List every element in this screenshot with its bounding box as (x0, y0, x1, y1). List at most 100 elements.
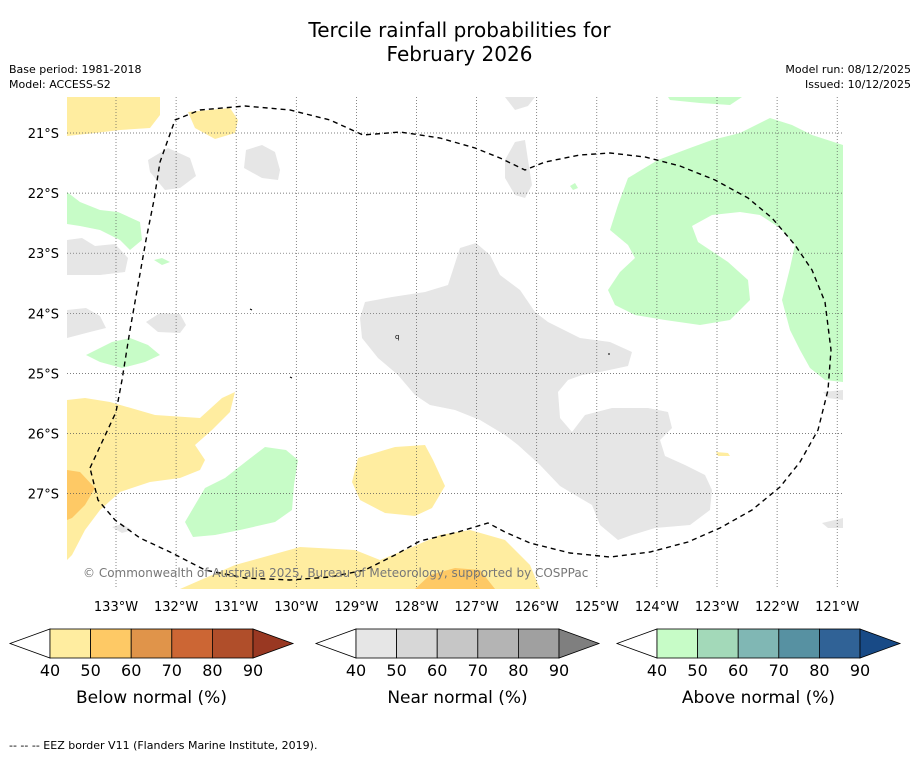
lon-label: 130°W (274, 600, 318, 615)
lon-label: 124°W (635, 600, 679, 615)
colorbar-tick-label: 70 (468, 661, 488, 680)
colorbar-segment (737, 628, 780, 659)
colorbar-segment (211, 628, 254, 659)
lon-label: 125°W (575, 600, 619, 615)
below-region-north (188, 108, 238, 139)
near-region-a (148, 148, 196, 190)
colorbar-tick-label: 60 (121, 661, 141, 680)
base-period-text: Base period: 1981-2018 (9, 63, 142, 76)
colorbar-segment (436, 628, 479, 659)
above-region-south (185, 447, 298, 537)
colorbar-segment (49, 628, 91, 659)
near-region-d (67, 308, 106, 338)
copyright-text: © Commonwealth of Australia 2025, Bureau… (83, 566, 588, 580)
near-region-g (505, 140, 532, 198)
lon-label: 131°W (214, 600, 258, 615)
lat-label: 21°S (28, 127, 59, 142)
map-title: Tercile rainfall probabilities for Febru… (0, 18, 919, 66)
lat-label: 26°S (28, 428, 59, 443)
colorbar-1: 40 50 60 70 80 90 Below normal (%) (8, 628, 295, 708)
latitude-labels: 21°S 22°S 23°S 24°S 25°S 26°S 27°S (28, 127, 59, 503)
lat-label: 27°S (28, 488, 59, 503)
colorbar-3: 40 50 60 70 80 90 Above normal (%) (615, 628, 902, 708)
colorbar-segment (819, 628, 861, 659)
colorbar-over-arrow (859, 628, 902, 659)
above-region-northeast (668, 97, 742, 105)
near-normal-regions (67, 97, 843, 540)
colorbar-segment (518, 628, 560, 659)
above-normal-regions (67, 97, 843, 537)
lon-label: 128°W (394, 600, 438, 615)
lon-label: 133°W (94, 600, 138, 615)
longitude-labels: 133°W 132°W 131°W 130°W 129°W 128°W 127°W 126°W… (94, 600, 860, 615)
colorbar-tick-label: 90 (850, 661, 870, 680)
colorbar-2: 40 50 60 70 80 90 Near normal (%) (314, 628, 601, 708)
colorbar-segment (778, 628, 820, 659)
colorbar-tick-label: 80 (508, 661, 528, 680)
lon-label: 123°W (695, 600, 739, 615)
colorbar-segment (396, 628, 438, 659)
above-region-dot (154, 258, 170, 265)
eez-border-line (89, 105, 832, 581)
below-region-northwest (67, 97, 160, 136)
colorbar-tick-label: 90 (549, 661, 569, 680)
issued-text: Issued: 10/12/2025 (804, 78, 911, 91)
colorbar-tick-label: 50 (687, 661, 707, 680)
near-region-j (112, 524, 132, 533)
lon-label: 121°W (815, 600, 859, 615)
eez-footnote: -- -- -- EEZ border V11 (Flanders Marine… (9, 739, 318, 752)
map-tiny-label: q (395, 333, 399, 341)
colorbar-tick-label: 50 (80, 661, 100, 680)
map-title-line2: February 2026 (386, 42, 533, 66)
colorbar-segment (477, 628, 519, 659)
lat-label: 22°S (28, 187, 59, 202)
colorbar-under-arrow (314, 628, 357, 659)
lon-label: 127°W (455, 600, 499, 615)
above-region-diamond (86, 338, 160, 368)
lat-label: 25°S (28, 367, 59, 382)
below-region-speck (716, 452, 730, 456)
lon-label: 129°W (334, 600, 378, 615)
lat-label: 24°S (28, 307, 59, 322)
below-normal-50-regions (67, 470, 495, 589)
colorbar-segment (697, 628, 739, 659)
below50-region-south (415, 568, 495, 589)
colorbar-segment (355, 628, 397, 659)
near-region-i (822, 518, 843, 528)
below50-region-west (67, 470, 95, 520)
model-text: Model: ACCESS-S2 (9, 78, 111, 91)
map-tiny-mark-1 (249, 308, 253, 311)
colorbar-title: Above normal (%) (682, 688, 835, 708)
above-region-east (608, 118, 843, 382)
below-region-southwest (67, 392, 235, 560)
map-gridlines (67, 97, 843, 589)
colorbar-tick-label: 80 (809, 661, 829, 680)
lon-label: 122°W (755, 600, 799, 615)
lon-label: 132°W (154, 600, 198, 615)
colorbar-tick-label: 40 (647, 661, 667, 680)
colorbar-segment (90, 628, 132, 659)
near-region-main (360, 243, 712, 540)
model-run-text: Model run: 08/12/2025 (785, 63, 911, 76)
lat-label: 23°S (28, 247, 59, 262)
near-region-h (823, 390, 843, 400)
colorbar-title: Below normal (%) (76, 688, 227, 708)
above-region-west (67, 192, 142, 250)
colorbar-tick-label: 50 (386, 661, 406, 680)
near-region-e (146, 313, 186, 333)
above-region-speck (570, 183, 578, 190)
colorbars: 40 50 60 70 80 90 Below normal (%) 40 50 60 70 80 90… (8, 628, 902, 708)
colorbar-tick-label: 60 (728, 661, 748, 680)
near-region-b (244, 145, 280, 180)
colorbar-title: Near normal (%) (387, 688, 527, 708)
colorbar-segment (171, 628, 213, 659)
lon-label: 126°W (515, 600, 559, 615)
colorbar-tick-label: 40 (346, 661, 366, 680)
colorbar-under-arrow (615, 628, 658, 659)
map-title-line1: Tercile rainfall probabilities for (308, 18, 611, 42)
map-plot-area: q © Commonwealth of Australia 2025, Bure… (67, 97, 843, 589)
colorbar-tick-label: 70 (769, 661, 789, 680)
colorbar-over-arrow (252, 628, 295, 659)
colorbar-segment (656, 628, 698, 659)
